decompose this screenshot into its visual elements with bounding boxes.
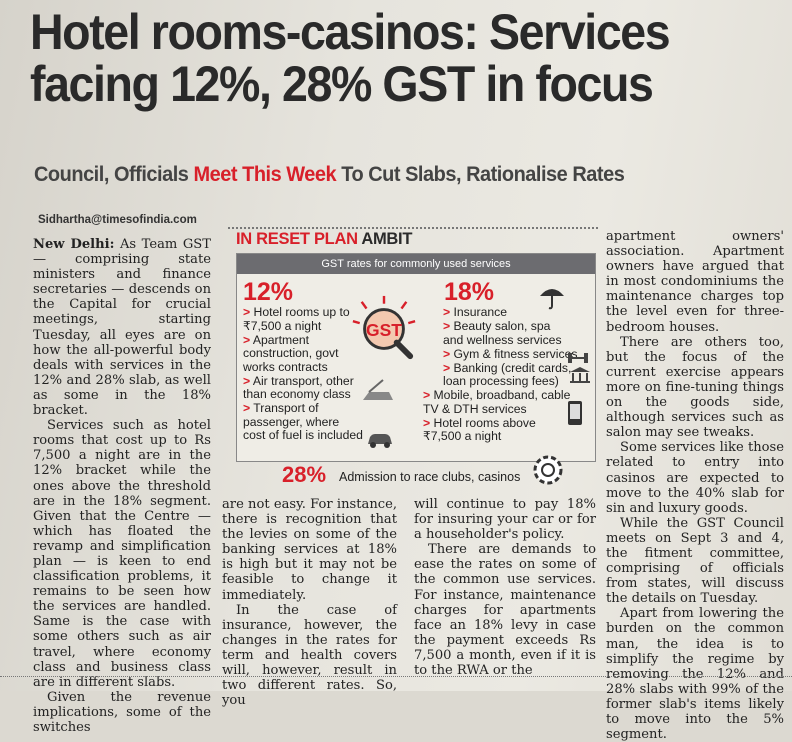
item-text: Apartment construction, govt works contr… [243, 332, 339, 374]
arrow: > [243, 373, 251, 388]
deck-part-1: Council, Officials [34, 163, 194, 186]
arrow: > [243, 305, 251, 319]
bank-icon [570, 367, 590, 383]
umbrella-icon [540, 289, 564, 310]
paragraph: will continue to pay 18% for insuring yo… [414, 497, 596, 543]
page-bottom-rule [0, 676, 792, 692]
paragraph: Apart from lowering the burden on the co… [606, 606, 784, 742]
list-item: > Transport of passenger, where cost of … [243, 401, 363, 443]
phone-icon [568, 401, 582, 425]
article-column-3: will continue to pay 18% for insuring yo… [414, 497, 596, 678]
arrow: > [243, 332, 251, 347]
rate-28: 28% [282, 462, 327, 487]
rate-12: 12% [243, 278, 294, 306]
item-text: Insurance [453, 305, 508, 319]
paragraph: There are demands to ease the rates on s… [414, 542, 596, 679]
list-12: > Hotel rooms up to ₹7,500 a night > Apa… [243, 305, 363, 443]
dumbbell-icon [568, 353, 588, 363]
item-text: Hotel rooms up to ₹7,500 a night [243, 305, 350, 333]
infobox-title: IN RESET PLAN AMBIT [236, 230, 412, 249]
gst-magnifier-logo: GST [352, 295, 416, 360]
gst-rates-infobox: GST rates for commonly used services 12%… [236, 253, 596, 487]
row-28: Admission to race clubs, casinos [236, 455, 594, 486]
item-text: Banking (credit cards, loan processing f… [443, 360, 572, 388]
byline: Sidhartha@timesofindia.com [38, 214, 197, 226]
deck-part-2: Meet This Week [193, 163, 337, 186]
item-text: Hotel rooms above ₹7,500 a night [423, 415, 536, 443]
list-item: > Mobile, broadband, cable TV & DTH serv… [423, 388, 571, 416]
rate-18: 18% [444, 278, 495, 306]
paragraph: Given the revenue implications, some of … [33, 689, 211, 735]
infobox-title-red: IN RESET PLAN [236, 230, 358, 248]
item-text: Transport of passenger, where cost of fu… [243, 401, 363, 442]
article-column-1: New Delhi: As Team GST — comprising stat… [33, 237, 211, 735]
dateline: New Delhi: [33, 237, 115, 252]
paragraph: Some services like those related to entr… [606, 440, 784, 516]
article-column-2: are not easy. For instance, there is rec… [222, 497, 397, 708]
arrow: > [443, 305, 451, 319]
list-item: > Banking (credit cards, loan processing… [423, 360, 578, 389]
list-18: > Insurance > Beauty salon, spa and well… [423, 305, 593, 444]
car-icon [368, 434, 392, 448]
article-column-4: apartment owners' association. Apartment… [606, 229, 784, 742]
infobox-frame [228, 227, 598, 491]
paragraph: While the GST Council meets on Sept 3 an… [606, 515, 784, 607]
paragraph: apartment owners' association. Apartment… [606, 229, 784, 335]
deck-part-3: To Cut Slabs, Rationalise Rates [336, 163, 625, 186]
deck-subheadline: Council, Officials Meet This Week To Cut… [34, 163, 625, 187]
headline-line-1: Hotel rooms-casinos: Services [30, 4, 671, 60]
arrow: > [443, 346, 451, 361]
crane-icon [363, 379, 393, 400]
paragraph-text: As Team GST — comprising state ministers… [33, 237, 212, 419]
list-item: > Air transport, other than economy clas… [243, 373, 355, 402]
casino-chip-icon [533, 455, 563, 485]
list-item: > Hotel rooms up to ₹7,500 a night [243, 305, 355, 333]
arrow: > [423, 388, 431, 402]
arrow: > [423, 415, 431, 430]
paragraph: In the case of insurance, however, the c… [222, 602, 397, 709]
list-item: > Gym & fitness services [423, 346, 593, 362]
gst-logo-text: GST [366, 320, 402, 340]
item-28: Admission to race clubs, casinos [339, 470, 521, 484]
item-text: Air transport, other than economy class [243, 373, 354, 401]
arrow: > [243, 401, 251, 415]
list-item: > Beauty salon, spa and wellness service… [423, 319, 573, 347]
item-text: Gym & fitness services [453, 346, 578, 361]
arrow: > [443, 360, 451, 375]
paragraph: are not easy. For instance, there is rec… [222, 497, 397, 603]
list-item: > Hotel rooms above ₹7,500 a night [423, 415, 571, 444]
infobox-title-dark: AMBIT [357, 230, 413, 248]
list-item: > Apartment construction, govt works con… [243, 332, 355, 375]
item-text: Mobile, broadband, cable TV & DTH servic… [423, 388, 571, 416]
arrow: > [443, 319, 451, 333]
infobox-bar: GST rates for commonly used services [237, 254, 595, 274]
paragraph: New Delhi: As Team GST — comprising stat… [33, 237, 211, 418]
headline-line-2: facing 12%, 28% GST in focus [30, 56, 654, 112]
paragraph: Services such as hotel rooms that cost u… [33, 418, 211, 690]
list-item: > Insurance [423, 305, 593, 320]
headline: Hotel rooms-casinos: Services facing 12%… [30, 6, 728, 110]
item-text: Beauty salon, spa and wellness services [443, 319, 562, 347]
paragraph: There are others too, but the focus of t… [606, 334, 784, 441]
